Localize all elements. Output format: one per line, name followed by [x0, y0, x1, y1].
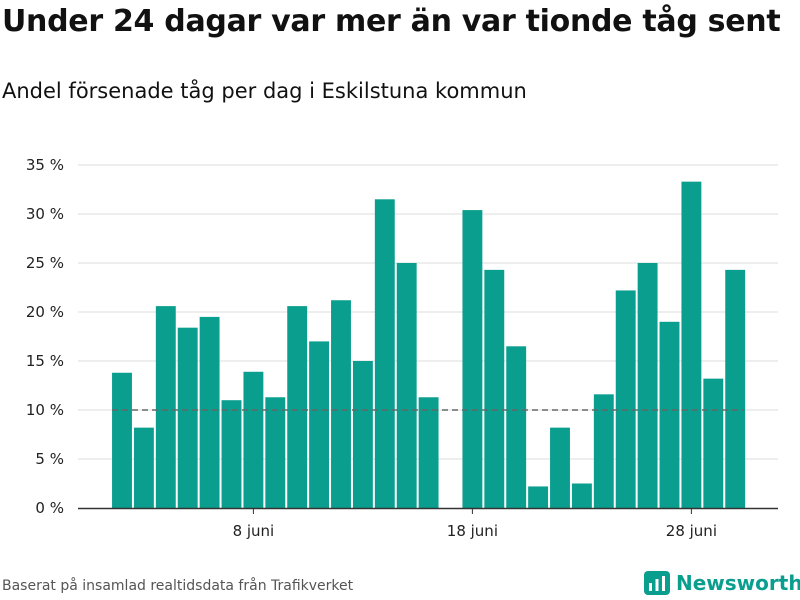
bar — [396, 263, 417, 508]
y-tick-label: 35 % — [26, 156, 64, 174]
bar — [462, 210, 483, 508]
bar — [550, 427, 570, 508]
bar — [725, 269, 746, 508]
y-tick-label: 15 % — [26, 352, 64, 370]
bar — [659, 321, 680, 508]
bar — [681, 181, 702, 508]
bar — [418, 397, 439, 508]
bar — [112, 372, 132, 508]
bar — [593, 394, 614, 508]
bar — [265, 397, 286, 508]
y-tick-label: 25 % — [26, 254, 64, 272]
x-tick-label: 8 juni — [233, 522, 275, 540]
bar — [287, 306, 308, 508]
y-tick-label: 30 % — [26, 205, 64, 223]
bar — [528, 486, 549, 508]
y-tick-label: 5 % — [35, 450, 64, 468]
y-tick-label: 10 % — [26, 401, 64, 419]
bar — [637, 263, 658, 508]
bar — [155, 306, 176, 508]
bar — [199, 316, 220, 508]
bar — [221, 400, 242, 508]
bar — [133, 427, 154, 508]
bar — [243, 371, 264, 508]
brand: Newsworthy — [644, 569, 800, 597]
bar — [352, 361, 373, 508]
chart-title: Under 24 dagar var mer än var tionde tåg… — [2, 4, 781, 39]
bar — [571, 483, 592, 508]
chart-subtitle: Andel försenade tåg per dag i Eskilstuna… — [2, 79, 527, 103]
bar — [484, 269, 505, 508]
source-note: Baserat på insamlad realtidsdata från Tr… — [2, 578, 354, 594]
y-tick-label: 20 % — [26, 303, 64, 321]
x-tick-label: 28 juni — [666, 522, 717, 540]
x-tick-label: 18 juni — [447, 522, 498, 540]
brand-name: Newsworthy — [676, 571, 800, 595]
bar — [703, 378, 724, 508]
bar — [374, 199, 395, 509]
bar — [331, 300, 351, 508]
y-tick-label: 0 % — [35, 499, 64, 517]
bar — [177, 327, 198, 508]
bar — [506, 346, 527, 508]
newsworthy-logo-icon — [644, 571, 670, 595]
bar — [615, 290, 636, 508]
bar — [309, 341, 330, 508]
